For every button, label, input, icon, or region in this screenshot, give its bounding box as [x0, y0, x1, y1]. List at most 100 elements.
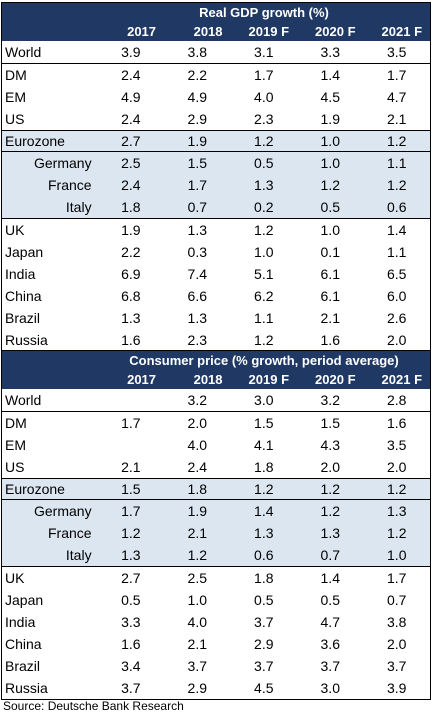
- table-row: Italy 1.8 0.7 0.2 0.5 0.6: [2, 196, 430, 219]
- value-cell: 1.4: [387, 222, 407, 238]
- value-cell: 3.9: [387, 680, 407, 696]
- value-cell: 2.9: [187, 680, 208, 696]
- value-cell: 0.5: [121, 592, 141, 608]
- value-cell: 1.0: [254, 244, 274, 260]
- table-row: DM 1.7 2.0 1.5 1.5 1.6: [2, 412, 430, 434]
- row-label: US: [5, 459, 25, 475]
- row-label: UK: [5, 570, 25, 586]
- value-cell: 2.8: [387, 392, 407, 408]
- gdp-table-title: Real GDP growth (%): [199, 5, 329, 20]
- row-label: Russia: [5, 332, 48, 348]
- value-cell: [98, 434, 164, 456]
- table-row: UK 1.9 1.3 1.2 1.0 1.4: [2, 219, 430, 241]
- value-cell: 1.9: [121, 222, 141, 238]
- cpi-table-body: World 3.2 3.0 3.2 2.8 DM 1.7 2.0 1.5 1.5 1.6 EM 4.0 4…: [2, 389, 430, 699]
- value-cell: 2.0: [320, 459, 340, 475]
- gdp-year-header-row: 2017 2018 2019 F 2020 F 2021 F: [2, 23, 430, 41]
- cpi-year-header-row: 2017 2018 2019 F 2020 F 2021 F: [2, 371, 430, 389]
- table-row: DM 2.4 2.2 1.7 1.4 1.7: [2, 64, 430, 86]
- value-cell: 3.1: [254, 44, 274, 60]
- value-cell: 1.8: [254, 570, 274, 586]
- value-cell: 3.7: [254, 658, 274, 674]
- value-cell: 2.9: [187, 111, 208, 127]
- value-cell: 2.1: [387, 111, 407, 127]
- value-cell: 1.2: [387, 133, 407, 149]
- value-cell: 3.8: [387, 614, 407, 630]
- value-cell: 2.4: [187, 459, 208, 475]
- value-cell: 1.1: [387, 244, 407, 260]
- value-cell: 2.5: [187, 570, 208, 586]
- value-cell: 6.1: [320, 266, 340, 282]
- table-row: World 3.2 3.0 3.2 2.8: [2, 389, 430, 412]
- table-row: Russia 1.6 2.3 1.2 1.6 2.0: [2, 329, 430, 351]
- value-cell: 3.8: [187, 44, 208, 60]
- value-cell: 1.2: [254, 332, 274, 348]
- value-cell: 0.1: [320, 244, 340, 260]
- value-cell: 1.6: [387, 415, 407, 431]
- row-label: Eurozone: [5, 481, 65, 497]
- value-cell: 2.4: [121, 177, 141, 193]
- value-cell: 2.5: [121, 155, 141, 171]
- value-cell: 3.7: [320, 658, 340, 674]
- table-row: Japan 2.2 0.3 1.0 0.1 1.1: [2, 241, 430, 263]
- value-cell: 1.9: [320, 111, 340, 127]
- value-cell: [98, 389, 164, 411]
- value-cell: 2.0: [387, 636, 407, 652]
- year-header: 2021 F: [381, 24, 423, 39]
- value-cell: 6.1: [320, 288, 340, 304]
- row-label: EM: [5, 89, 26, 105]
- value-cell: 1.5: [187, 155, 208, 171]
- value-cell: 1.4: [320, 67, 340, 83]
- row-label: UK: [5, 222, 25, 238]
- row-label: Germany: [34, 503, 92, 519]
- value-cell: 1.0: [320, 155, 340, 171]
- value-cell: 1.6: [121, 332, 141, 348]
- row-label: Italy: [65, 199, 92, 215]
- value-cell: 1.4: [320, 570, 340, 586]
- row-label: EM: [5, 437, 26, 453]
- value-cell: 3.6: [320, 636, 340, 652]
- value-cell: 3.0: [254, 392, 274, 408]
- value-cell: 4.7: [387, 89, 407, 105]
- value-cell: 1.2: [254, 481, 274, 497]
- value-cell: 6.5: [387, 266, 407, 282]
- value-cell: 1.0: [187, 592, 208, 608]
- value-cell: 3.2: [187, 392, 208, 408]
- value-cell: 3.5: [387, 44, 407, 60]
- value-cell: 2.3: [254, 111, 274, 127]
- value-cell: 2.1: [187, 525, 208, 541]
- value-cell: 7.4: [187, 266, 208, 282]
- row-label: World: [5, 392, 42, 408]
- value-cell: 1.2: [320, 503, 340, 519]
- cpi-table: Consumer price (% growth, period average…: [1, 350, 431, 700]
- row-label: France: [48, 525, 92, 541]
- gdp-table: Real GDP growth (%) 2017 2018 2019 F 202…: [1, 2, 431, 352]
- value-cell: 6.0: [387, 288, 407, 304]
- value-cell: 1.2: [121, 525, 141, 541]
- row-label: Italy: [65, 547, 92, 563]
- value-cell: 1.7: [121, 415, 141, 431]
- value-cell: 2.6: [387, 310, 407, 326]
- row-label: China: [5, 288, 42, 304]
- table-row: India 6.9 7.4 5.1 6.1 6.5: [2, 263, 430, 285]
- value-cell: 0.7: [387, 592, 407, 608]
- value-cell: 3.9: [121, 44, 141, 60]
- value-cell: 1.0: [320, 133, 340, 149]
- value-cell: 3.2: [320, 392, 340, 408]
- table-row: US 2.1 2.4 1.8 2.0 2.0: [2, 456, 430, 478]
- value-cell: 0.5: [254, 155, 274, 171]
- value-cell: 2.7: [121, 570, 141, 586]
- table-row: Russia 3.7 2.9 4.5 3.0 3.9: [2, 677, 430, 699]
- value-cell: 1.1: [387, 155, 407, 171]
- table-row: China 6.8 6.6 6.2 6.1 6.0: [2, 285, 430, 307]
- value-cell: 1.3: [254, 177, 274, 193]
- value-cell: 1.6: [121, 636, 141, 652]
- value-cell: 0.5: [320, 199, 340, 215]
- value-cell: 1.5: [320, 415, 340, 431]
- row-label: Eurozone: [5, 133, 65, 149]
- value-cell: 4.0: [254, 89, 274, 105]
- row-label: DM: [5, 67, 27, 83]
- value-cell: 2.9: [254, 636, 274, 652]
- value-cell: 1.2: [387, 481, 407, 497]
- row-label: China: [5, 636, 42, 652]
